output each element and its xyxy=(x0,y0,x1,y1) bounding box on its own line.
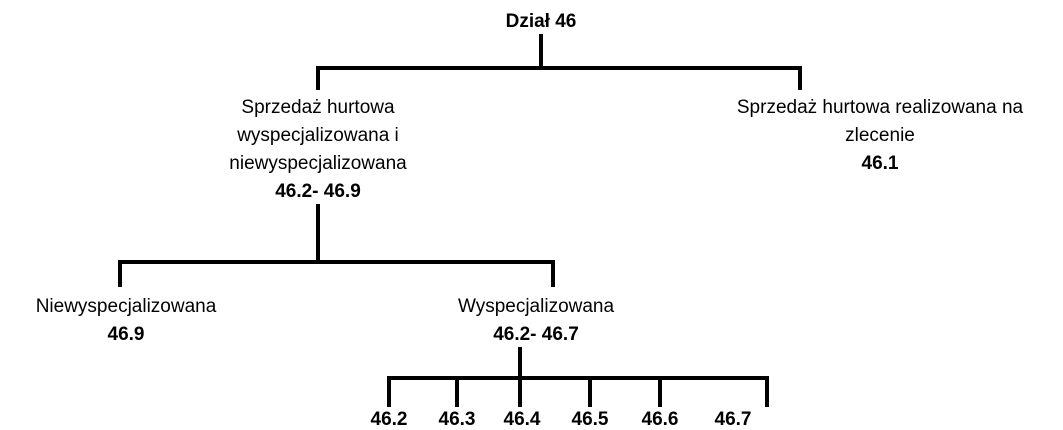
node-code: 46.9 xyxy=(108,324,145,345)
root-label: Dział 46 xyxy=(506,11,577,32)
node-label: Niewyspecjalizowana xyxy=(36,296,217,317)
leaf-code: 46.2 xyxy=(371,409,408,430)
leaf-code: 46.3 xyxy=(439,409,476,430)
node-code: 46.2- 46.9 xyxy=(275,181,361,202)
leaf-code: 46.5 xyxy=(572,409,609,430)
leaf-code: 46.4 xyxy=(504,409,541,430)
node-code: 46.2- 46.7 xyxy=(493,324,579,345)
node-label: Sprzedaż hurtowa realizowana na xyxy=(737,97,1024,118)
node-label: zlecenie xyxy=(845,125,915,146)
node-code: 46.1 xyxy=(862,153,899,174)
node-label: wyspecjalizowana i xyxy=(236,125,399,146)
node-label: Wyspecjalizowana xyxy=(458,296,615,317)
node-label: Sprzedaż hurtowa xyxy=(241,97,395,118)
connectors xyxy=(118,34,802,407)
leaf-code: 46.7 xyxy=(715,409,752,430)
leaf-code: 46.6 xyxy=(642,409,679,430)
node-label: niewyspecjalizowana xyxy=(229,153,407,174)
